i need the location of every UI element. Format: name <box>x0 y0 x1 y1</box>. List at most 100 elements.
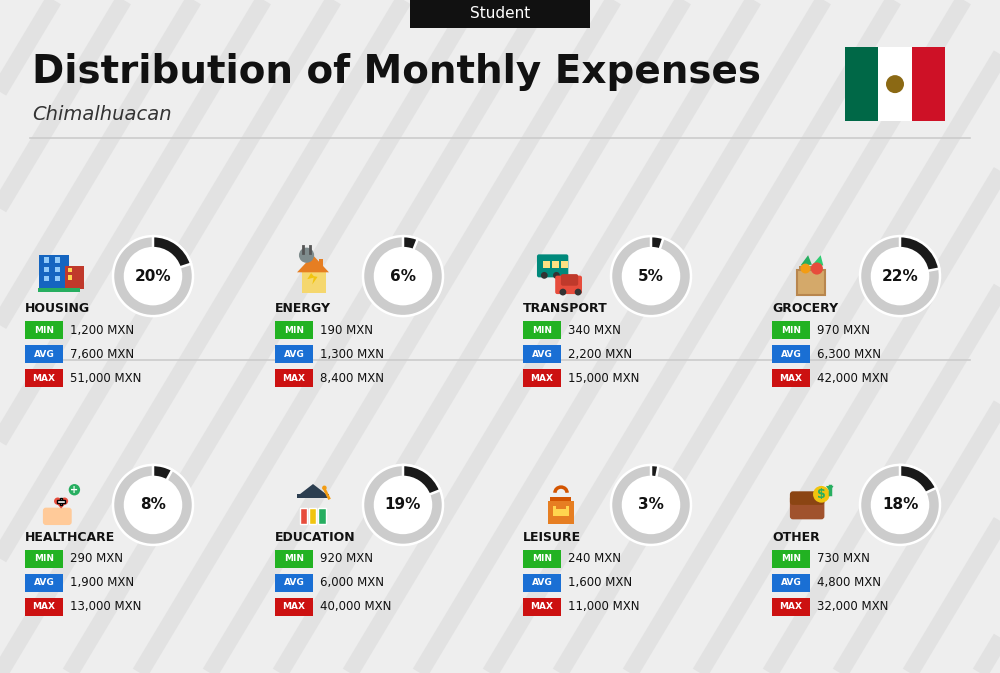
Text: MIN: MIN <box>781 555 801 563</box>
FancyBboxPatch shape <box>790 491 824 505</box>
Text: 1,300 MXN: 1,300 MXN <box>320 348 384 361</box>
Text: 7,600 MXN: 7,600 MXN <box>70 348 134 361</box>
Text: MIN: MIN <box>532 555 552 563</box>
Text: 340 MXN: 340 MXN <box>568 324 621 336</box>
FancyBboxPatch shape <box>912 47 945 121</box>
FancyBboxPatch shape <box>25 345 63 363</box>
Circle shape <box>813 486 830 503</box>
Wedge shape <box>113 236 193 316</box>
Text: 3%: 3% <box>638 497 664 512</box>
FancyBboxPatch shape <box>25 369 63 387</box>
Text: MAX: MAX <box>283 374 306 383</box>
FancyBboxPatch shape <box>550 497 571 501</box>
Polygon shape <box>297 255 329 273</box>
FancyBboxPatch shape <box>275 369 313 387</box>
FancyBboxPatch shape <box>552 261 559 268</box>
Text: MAX: MAX <box>779 374 802 383</box>
FancyBboxPatch shape <box>772 321 810 339</box>
Text: 18%: 18% <box>882 497 918 512</box>
Text: 730 MXN: 730 MXN <box>817 553 870 565</box>
Text: AVG: AVG <box>781 578 801 588</box>
Text: AVG: AVG <box>34 349 54 359</box>
FancyBboxPatch shape <box>543 261 550 268</box>
Text: 22%: 22% <box>882 269 918 283</box>
Circle shape <box>872 248 928 304</box>
Wedge shape <box>611 236 691 316</box>
Polygon shape <box>54 501 68 509</box>
FancyBboxPatch shape <box>44 258 49 263</box>
Polygon shape <box>812 255 823 265</box>
Text: Student: Student <box>470 5 530 20</box>
Text: $: $ <box>817 488 826 501</box>
Text: MAX: MAX <box>530 374 554 383</box>
Text: LEISURE: LEISURE <box>523 531 581 544</box>
FancyBboxPatch shape <box>555 276 582 294</box>
FancyBboxPatch shape <box>523 574 561 592</box>
Circle shape <box>61 497 68 505</box>
FancyBboxPatch shape <box>44 267 49 273</box>
Polygon shape <box>307 273 318 285</box>
Wedge shape <box>900 465 936 493</box>
FancyBboxPatch shape <box>25 321 63 339</box>
Wedge shape <box>153 236 191 267</box>
FancyBboxPatch shape <box>25 574 63 592</box>
Text: AVG: AVG <box>532 578 552 588</box>
Text: 6,000 MXN: 6,000 MXN <box>320 577 384 590</box>
FancyBboxPatch shape <box>68 275 72 280</box>
Text: 1,600 MXN: 1,600 MXN <box>568 577 632 590</box>
Wedge shape <box>860 465 940 545</box>
Text: MIN: MIN <box>532 326 552 334</box>
Text: ENERGY: ENERGY <box>275 302 331 315</box>
Polygon shape <box>300 484 326 494</box>
FancyBboxPatch shape <box>845 47 878 121</box>
FancyBboxPatch shape <box>523 345 561 363</box>
Wedge shape <box>153 465 172 481</box>
FancyBboxPatch shape <box>772 345 810 363</box>
Circle shape <box>375 248 431 304</box>
Text: 920 MXN: 920 MXN <box>320 553 373 565</box>
Circle shape <box>69 484 80 495</box>
Text: MIN: MIN <box>284 555 304 563</box>
Text: 190 MXN: 190 MXN <box>320 324 373 336</box>
FancyBboxPatch shape <box>878 47 912 121</box>
Circle shape <box>872 477 928 533</box>
Text: 20%: 20% <box>135 269 171 283</box>
FancyBboxPatch shape <box>523 321 561 339</box>
Text: AVG: AVG <box>781 349 801 359</box>
FancyBboxPatch shape <box>275 321 313 339</box>
Circle shape <box>575 289 582 295</box>
FancyBboxPatch shape <box>523 598 561 616</box>
Polygon shape <box>297 494 329 498</box>
FancyBboxPatch shape <box>275 598 313 616</box>
FancyBboxPatch shape <box>772 598 810 616</box>
Text: 8,400 MXN: 8,400 MXN <box>320 371 384 385</box>
FancyBboxPatch shape <box>39 255 69 289</box>
Text: 6,300 MXN: 6,300 MXN <box>817 348 881 361</box>
Text: 19%: 19% <box>385 497 421 512</box>
Text: OTHER: OTHER <box>772 531 820 544</box>
Wedge shape <box>403 465 440 495</box>
FancyBboxPatch shape <box>772 550 810 568</box>
FancyBboxPatch shape <box>561 261 568 268</box>
FancyBboxPatch shape <box>553 505 569 516</box>
Text: 13,000 MXN: 13,000 MXN <box>70 600 141 614</box>
FancyBboxPatch shape <box>772 574 810 592</box>
FancyBboxPatch shape <box>55 276 60 281</box>
FancyBboxPatch shape <box>548 501 574 524</box>
Text: MAX: MAX <box>32 602 55 612</box>
FancyBboxPatch shape <box>556 505 566 509</box>
FancyBboxPatch shape <box>275 574 313 592</box>
Circle shape <box>800 264 810 273</box>
Circle shape <box>125 477 181 533</box>
Wedge shape <box>363 465 443 545</box>
Text: Chimalhuacan: Chimalhuacan <box>32 106 172 125</box>
Circle shape <box>886 75 904 93</box>
Text: 11,000 MXN: 11,000 MXN <box>568 600 640 614</box>
FancyBboxPatch shape <box>25 598 63 616</box>
FancyBboxPatch shape <box>797 271 825 295</box>
FancyBboxPatch shape <box>65 266 84 289</box>
FancyBboxPatch shape <box>44 276 49 281</box>
Text: TRANSPORT: TRANSPORT <box>523 302 608 315</box>
Text: MIN: MIN <box>34 555 54 563</box>
Text: 1,900 MXN: 1,900 MXN <box>70 577 134 590</box>
